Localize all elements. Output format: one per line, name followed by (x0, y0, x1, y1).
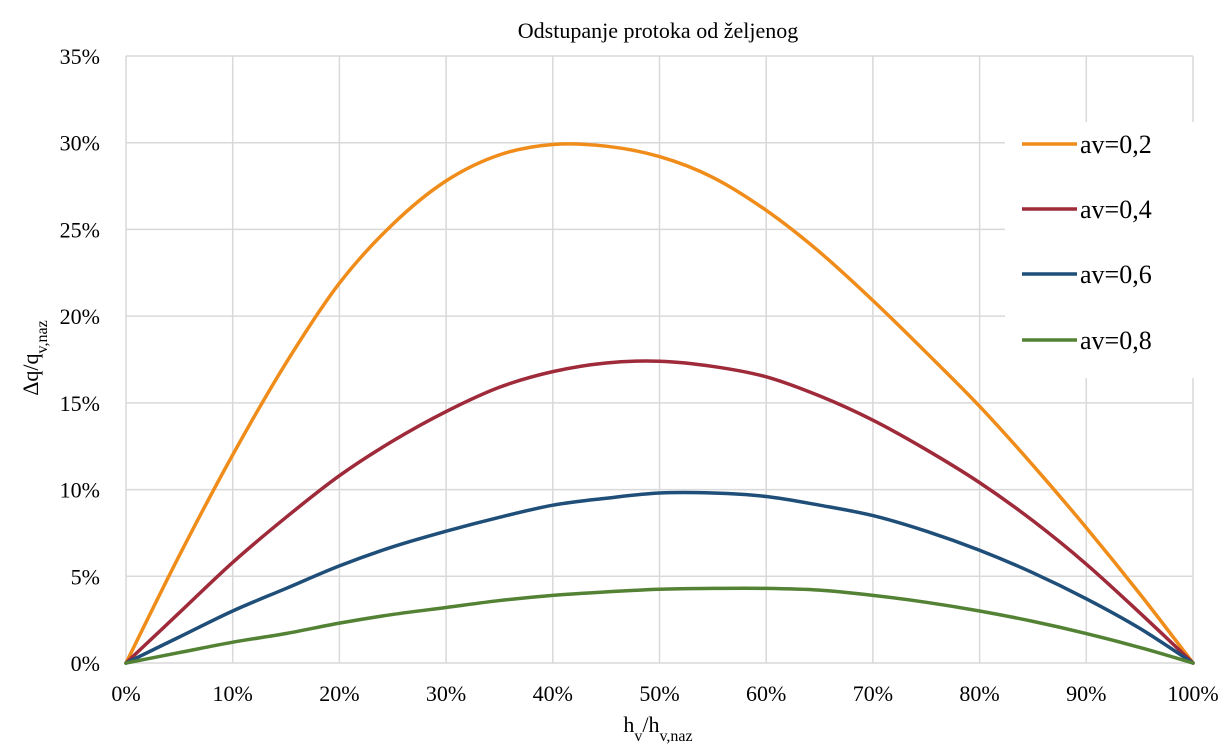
x-tick-label: 50% (639, 681, 679, 706)
y-tick-label: 25% (60, 217, 100, 242)
x-tick-label: 60% (746, 681, 786, 706)
x-tick-label: 70% (853, 681, 893, 706)
x-axis-title-sub1: v (634, 728, 642, 745)
x-axis-title: hv/hv,naz (623, 712, 692, 745)
y-axis-title-main: Δq/q (18, 353, 43, 395)
y-tick-label: 10% (60, 478, 100, 503)
x-tick-label: 20% (319, 681, 359, 706)
legend-label: av=0,4 (1080, 195, 1152, 224)
y-tick-label: 0% (71, 651, 100, 676)
legend-item-2: av=0,4 (1022, 195, 1152, 224)
legend-item-4: av=0,8 (1022, 326, 1152, 355)
x-tick-label: 100% (1167, 681, 1218, 706)
legend-label: av=0,6 (1080, 260, 1152, 289)
x-tick-label: 30% (426, 681, 466, 706)
x-tick-label: 90% (1066, 681, 1106, 706)
x-tick-label: 80% (959, 681, 999, 706)
chart-title: Odstupanje protoka od željenog (518, 18, 798, 43)
x-tick-label: 0% (111, 681, 140, 706)
series-lines (124, 142, 1195, 665)
y-tick-label: 20% (60, 304, 100, 329)
legend-item-1: av=0,2 (1022, 130, 1152, 159)
y-tick-label: 35% (60, 44, 100, 69)
x-axis-title-sub2: v,naz (659, 728, 692, 745)
y-tick-label: 15% (60, 391, 100, 416)
legend-item-3: av=0,6 (1022, 260, 1152, 289)
y-tick-label: 30% (60, 131, 100, 156)
axes: 0% 10% 20% 30% 40% 50% 60% 70% 80% 90% 100% 0% 5% 10%… (60, 44, 1219, 706)
y-tick-label: 5% (71, 564, 100, 589)
series-line-2 (124, 359, 1195, 665)
legend-background (1005, 122, 1195, 378)
y-axis-title: Δq/qv,naz (18, 320, 51, 395)
x-axis-title-main: h (623, 712, 634, 737)
series-line-4 (124, 586, 1195, 665)
x-axis-title-mid: /h (642, 712, 659, 737)
y-axis-title-sub: v,naz (34, 320, 51, 353)
x-tick-label: 40% (533, 681, 573, 706)
legend-label: av=0,2 (1080, 130, 1152, 159)
legend-label: av=0,8 (1080, 326, 1152, 355)
series-line-1 (124, 142, 1195, 665)
series-line-3 (124, 490, 1195, 665)
x-tick-label: 10% (213, 681, 253, 706)
legend: av=0,2 av=0,4 av=0,6 av=0,8 (1022, 130, 1152, 355)
